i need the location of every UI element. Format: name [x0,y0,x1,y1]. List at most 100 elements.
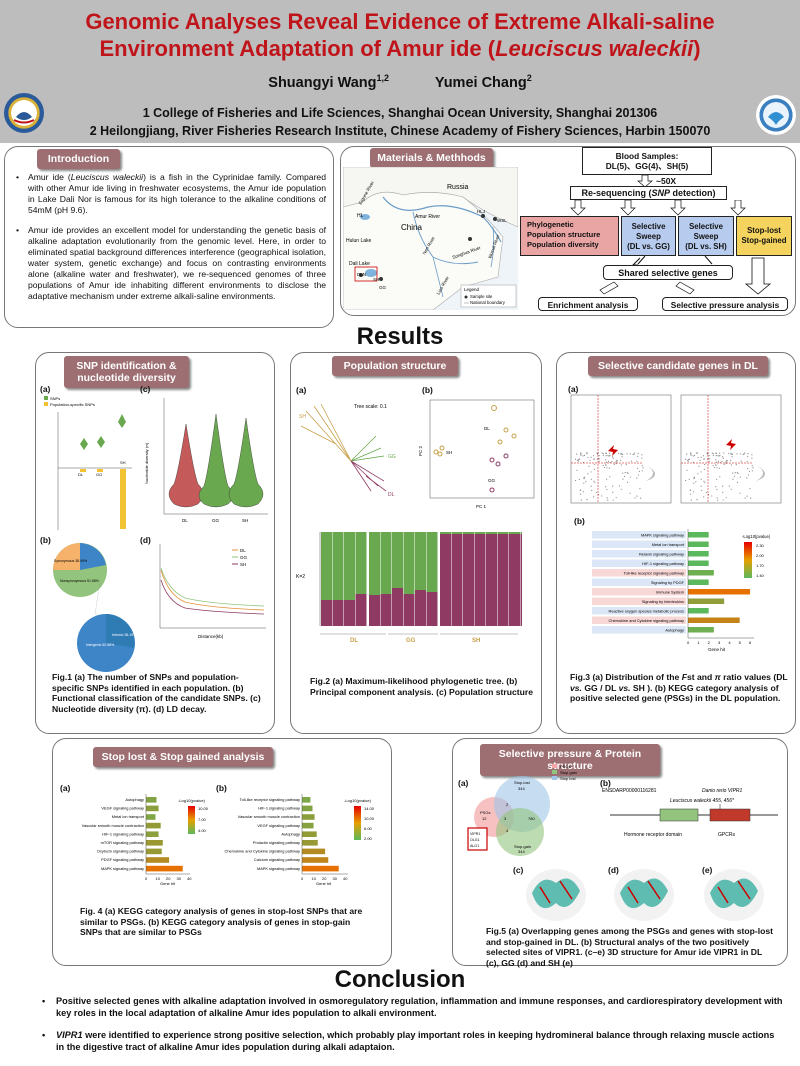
author-1: Shuangyi Wang [268,74,377,91]
svg-text:Tree scale: 0.1: Tree scale: 0.1 [354,404,387,410]
kegg-bar [302,857,329,863]
scatter-point [716,497,718,499]
authors: Shuangyi Wang1,2 Yumei Chang2 [268,73,532,91]
kegg-bar [146,865,183,872]
scatter-point [750,497,752,499]
scatter-point [719,455,721,457]
scatter-point [747,474,750,476]
snp-title: SNP identification & nucleotide diversit… [64,356,189,388]
kegg-bar [146,857,170,863]
scatter-point [693,454,696,457]
admixture-green-bar [509,532,520,534]
svg-text:3: 3 [504,816,507,821]
scatter-point [618,452,620,454]
svg-text:1.70: 1.70 [756,563,765,568]
kegg-term-bg [592,531,686,539]
scatter-point [587,456,589,459]
scatter-point [708,493,710,496]
x-tick-label: 40 [343,876,348,881]
admixture-purple-bar [451,534,463,626]
fig2-label-b: (b) [422,385,433,395]
kegg-term-label: Chemokine and Cytokine signaling pathway [609,618,685,623]
scatter-point [593,468,595,471]
scatter-point [641,457,643,459]
admixture-green-bar [355,532,367,594]
kegg-term-bg [592,559,686,567]
admixture-purple-bar [403,594,415,626]
kegg-term-label: HIF-1 signaling pathway [258,806,300,811]
kegg-bar [688,570,714,576]
svg-text:HLJ: HLJ [477,209,485,214]
svg-text:Nucleotide diversity (π): Nucleotide diversity (π) [144,442,149,484]
scatter-point [690,499,692,501]
svg-text:6.00: 6.00 [364,826,373,831]
svg-text:DL: DL [78,472,84,477]
scatter-point [602,464,604,467]
scatter-point [607,460,610,462]
fig2b-pca: PC 2 PC 1 DL GG SH [418,399,535,509]
scatter-point [722,499,724,501]
scatter-point [598,454,600,457]
kegg-term-label: Reactive oxygen species metabolic proces… [609,609,685,614]
kegg-term-bg [592,569,686,577]
scatter-point [636,495,638,497]
scatter-point [703,480,705,482]
kegg-term-label: Autophagy [281,831,300,836]
scatter-point [712,452,714,455]
scatter-point [708,454,710,457]
kegg-bar [302,865,339,872]
scatter-point [633,453,635,455]
scatter-point [605,464,607,466]
scatter-point [752,467,754,469]
svg-text:K=2: K=2 [296,574,305,580]
scatter-point [612,499,614,501]
scatter-point [743,452,746,454]
scatter-point [637,452,639,455]
university-logo-icon [13,112,35,124]
scatter-point [716,488,718,491]
scatter-point [580,452,582,454]
admixture-purple-bar [321,600,332,626]
kegg-bar [302,797,311,803]
materials-title: Materials & Methhods [370,148,493,168]
scatter-point [637,455,639,457]
pressure-title: Selective pressure & Protein structure [480,744,660,776]
admixture-green-bar [332,532,344,600]
svg-text:10.00: 10.00 [364,816,375,821]
x-tick-label: 30 [333,876,338,881]
scatter-point [627,472,629,475]
admixture-purple-bar [332,600,344,626]
svg-text:Sample site: Sample site [470,294,493,299]
admixture-purple-bar [426,592,438,626]
scatter-point [736,481,739,483]
results-heading: Results [356,323,444,350]
scatter-point [622,478,624,480]
poster-title: Genomic Analyses Reveal Evidence of Extr… [20,8,780,62]
scatter-point [725,462,727,465]
kegg-term-label: Signaling by PDGF [651,580,685,585]
scatter-point [715,461,718,463]
scatter-point [743,453,745,455]
scatter-point [615,497,617,499]
scatter-point [611,485,614,487]
kegg-term-label: Immune System [656,590,684,595]
scatter-point [705,491,707,494]
fig1-caption: Fig.1 (a) The number of SNPs and populat… [52,672,261,714]
scatter-point [704,481,706,483]
scatter-point [699,459,701,462]
scatter-point [747,452,749,455]
scatter-point [629,476,631,478]
scatter-point [715,486,717,488]
x-tick-label: 40 [187,876,192,881]
scatter-point [746,477,748,479]
fig3-caption: Fig.3 (a) Distribution of the Fst and π … [570,672,788,703]
structure-sh [704,869,764,921]
scatter-point [730,459,732,461]
admixture-purple-bar [369,595,380,626]
scatter-point [620,464,622,466]
scatter-point [598,460,600,462]
split-arrows [599,281,695,295]
kegg-term-bg [592,540,686,548]
fig1d-ld-decay: DL GG SH Distance(kb) [159,544,266,639]
scatter-point [695,481,697,483]
